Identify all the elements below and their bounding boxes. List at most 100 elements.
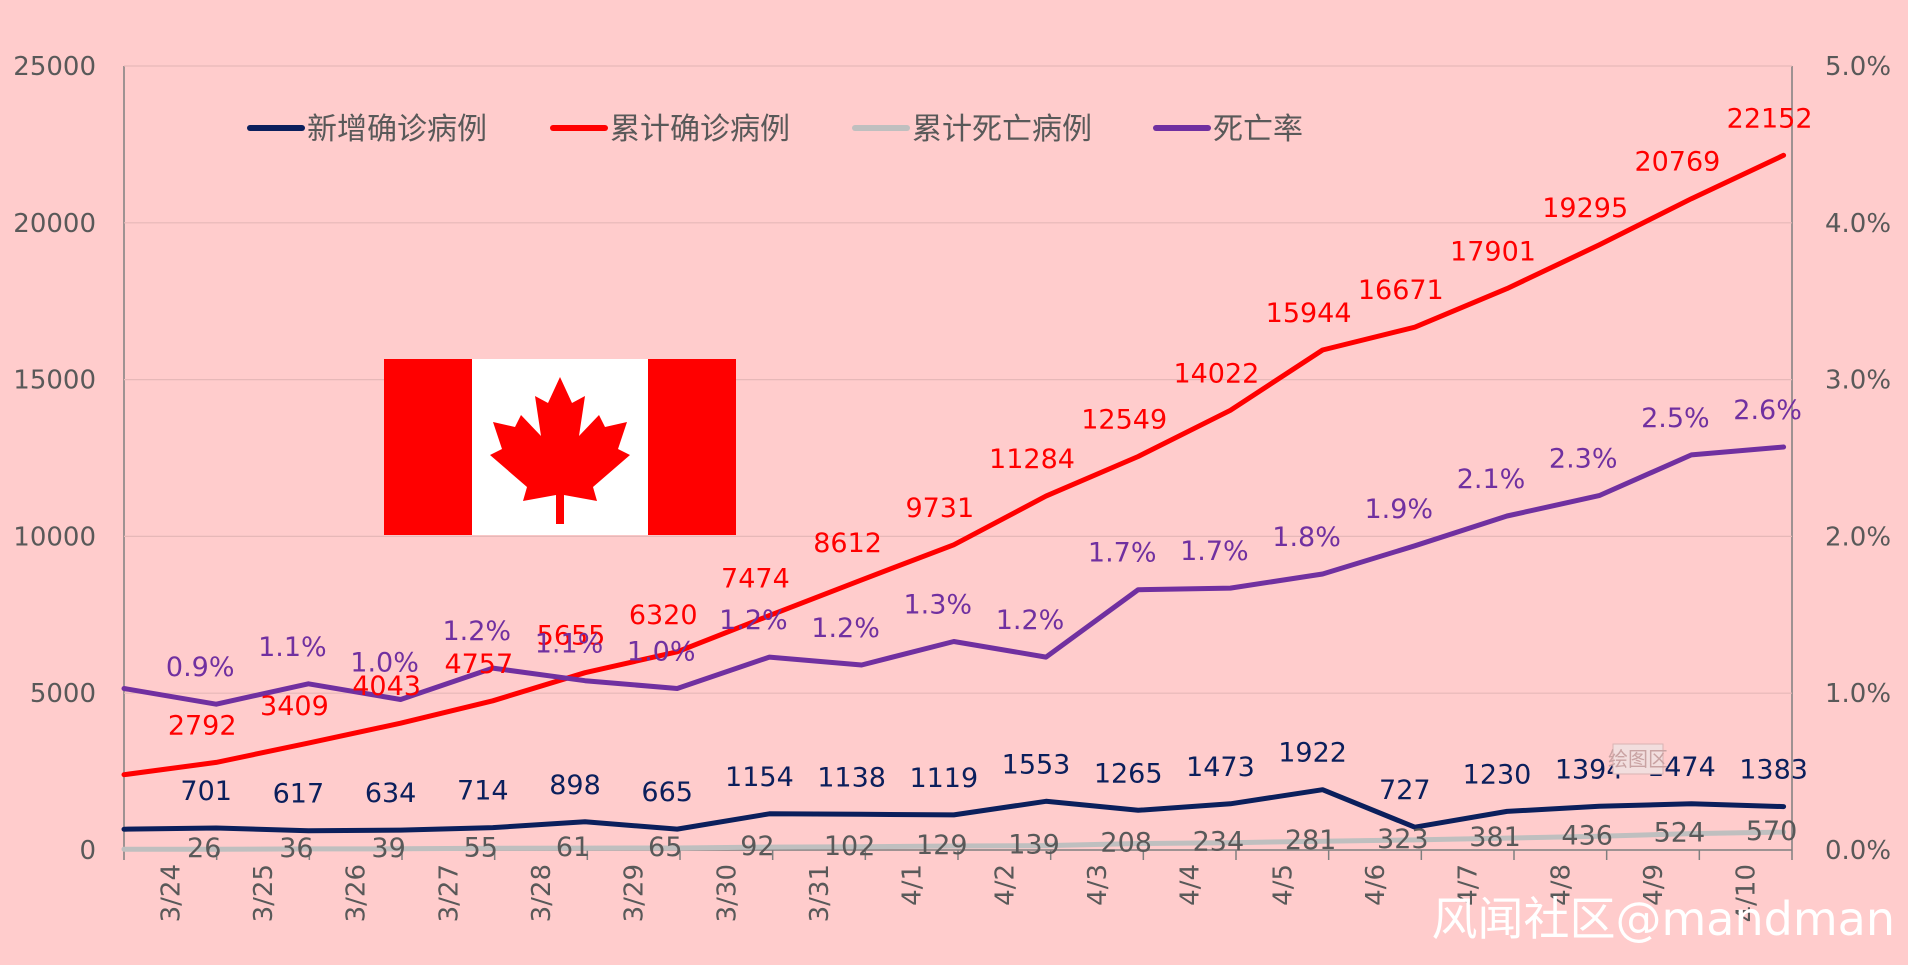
x-tick-label: 4/3	[1083, 864, 1113, 906]
data-label: 665	[641, 777, 693, 808]
data-label: 1119	[909, 763, 978, 794]
data-label: 12549	[1081, 404, 1167, 435]
x-tick-label: 4/4	[1176, 864, 1206, 906]
data-label: 1473	[1186, 752, 1255, 783]
data-label: 9731	[905, 493, 974, 524]
data-label: 22152	[1727, 103, 1813, 134]
watermark-small-text: 绘图区	[1608, 747, 1668, 771]
data-label: 6320	[629, 600, 698, 631]
x-tick-label: 3/24	[156, 864, 186, 922]
data-labels: 701 617 634 714 898 665 1154 1138 1119 1553 1265 14…	[166, 103, 1813, 864]
series-line	[121, 787, 1787, 834]
y-right-tick-label: 5.0%	[1825, 52, 1891, 82]
series-line	[121, 829, 1787, 852]
x-tick-label: 4/5	[1268, 864, 1298, 906]
plot-area	[123, 66, 1793, 850]
data-label: 14022	[1173, 358, 1259, 389]
series-line	[121, 444, 1787, 707]
data-label: 129	[916, 830, 968, 861]
y-left-tick-label: 25000	[13, 52, 96, 82]
data-label: 1.3%	[903, 589, 972, 620]
y-left-tick-label: 20000	[13, 209, 96, 239]
x-tick-label: 3/26	[342, 864, 372, 922]
data-label: 281	[1285, 825, 1337, 856]
legend-label: 死亡率	[1213, 112, 1303, 147]
data-label: 4757	[444, 649, 513, 680]
data-label: 65	[648, 832, 682, 863]
data-label: 20769	[1634, 147, 1720, 178]
data-label: 436	[1561, 820, 1613, 851]
data-label: 2792	[168, 710, 237, 741]
x-tick-label: 3/29	[620, 864, 650, 922]
data-label: 5655	[537, 621, 606, 652]
data-label: 1.2%	[719, 605, 788, 636]
watermark-text: 风闻社区@mandman	[1431, 892, 1895, 946]
data-label: 4043	[352, 671, 421, 702]
data-label: 1.7%	[1180, 536, 1249, 567]
data-label: 1.2%	[811, 613, 880, 644]
canada-flag-icon	[384, 359, 736, 535]
y-left-tick-label: 15000	[13, 366, 96, 396]
y-left-tick-label: 0	[79, 836, 96, 866]
data-label: 1230	[1463, 759, 1532, 790]
x-tick-label: 4/10	[1732, 864, 1762, 922]
flag-left-band	[384, 359, 472, 535]
x-tick-label: 3/28	[527, 864, 557, 922]
y-right-tick-label: 4.0%	[1825, 209, 1891, 239]
data-label: 26	[187, 833, 221, 864]
data-label: 1383	[1739, 755, 1808, 786]
data-label: 1.9%	[1364, 494, 1433, 525]
data-label: 234	[1193, 827, 1245, 858]
data-label: 1.2%	[442, 616, 511, 647]
watermark-small: 绘图区	[1608, 743, 1668, 775]
x-tick-label: 4/1	[898, 864, 928, 906]
axes: 0 5000 10000 15000 20000 25000 0.0% 1.0% 2.0% 3.0…	[13, 52, 1891, 922]
x-tick-label: 4/8	[1546, 864, 1576, 906]
data-label: 102	[824, 831, 876, 862]
series	[121, 152, 1787, 852]
data-label: 701	[180, 776, 232, 807]
data-label: 8612	[813, 528, 882, 559]
data-label: 16671	[1358, 275, 1444, 306]
x-tick-label: 3/30	[712, 864, 742, 922]
data-label: 92	[740, 831, 774, 862]
x-tick-label: 3/27	[434, 864, 464, 922]
data-label: 2.3%	[1549, 444, 1618, 475]
data-label: 898	[549, 770, 601, 801]
data-label: 634	[365, 778, 417, 809]
x-tick-label: 4/2	[990, 864, 1020, 906]
legend: 新增确诊病例 累计确诊病例 累计死亡病例 死亡率	[247, 112, 1303, 147]
x-tick-label: 4/9	[1639, 864, 1669, 906]
data-label: 524	[1654, 818, 1706, 849]
data-label: 1.1%	[535, 629, 604, 660]
data-label: 381	[1469, 822, 1521, 853]
series-line	[121, 152, 1787, 778]
data-label: 2.6%	[1733, 395, 1802, 426]
data-label: 0.9%	[166, 652, 235, 683]
flag-right-band	[648, 359, 736, 535]
data-label: 19295	[1542, 193, 1628, 224]
y-left-tick-label: 5000	[30, 679, 96, 709]
data-label: 2.1%	[1457, 464, 1526, 495]
data-label: 570	[1746, 816, 1798, 847]
data-label: 1.2%	[996, 605, 1065, 636]
maple-leaf-icon	[490, 377, 630, 524]
data-label: 11284	[989, 444, 1075, 475]
x-tick-label: 4/7	[1454, 864, 1484, 906]
data-label: 1.7%	[1088, 538, 1157, 569]
data-label: 1.0%	[627, 636, 696, 667]
data-label: 1.1%	[258, 632, 327, 663]
y-left-tick-label: 10000	[13, 522, 96, 552]
data-label: 1394	[1555, 754, 1624, 785]
data-label: 714	[457, 776, 509, 807]
legend-label: 新增确诊病例	[307, 112, 487, 147]
data-label: 55	[464, 832, 498, 863]
data-label: 2.5%	[1641, 403, 1710, 434]
data-label: 61	[556, 832, 590, 863]
data-label: 1.0%	[350, 647, 419, 678]
data-label: 208	[1100, 827, 1152, 858]
y-right-tick-label: 0.0%	[1825, 836, 1891, 866]
data-label: 617	[273, 779, 325, 810]
data-label: 139	[1008, 830, 1060, 861]
